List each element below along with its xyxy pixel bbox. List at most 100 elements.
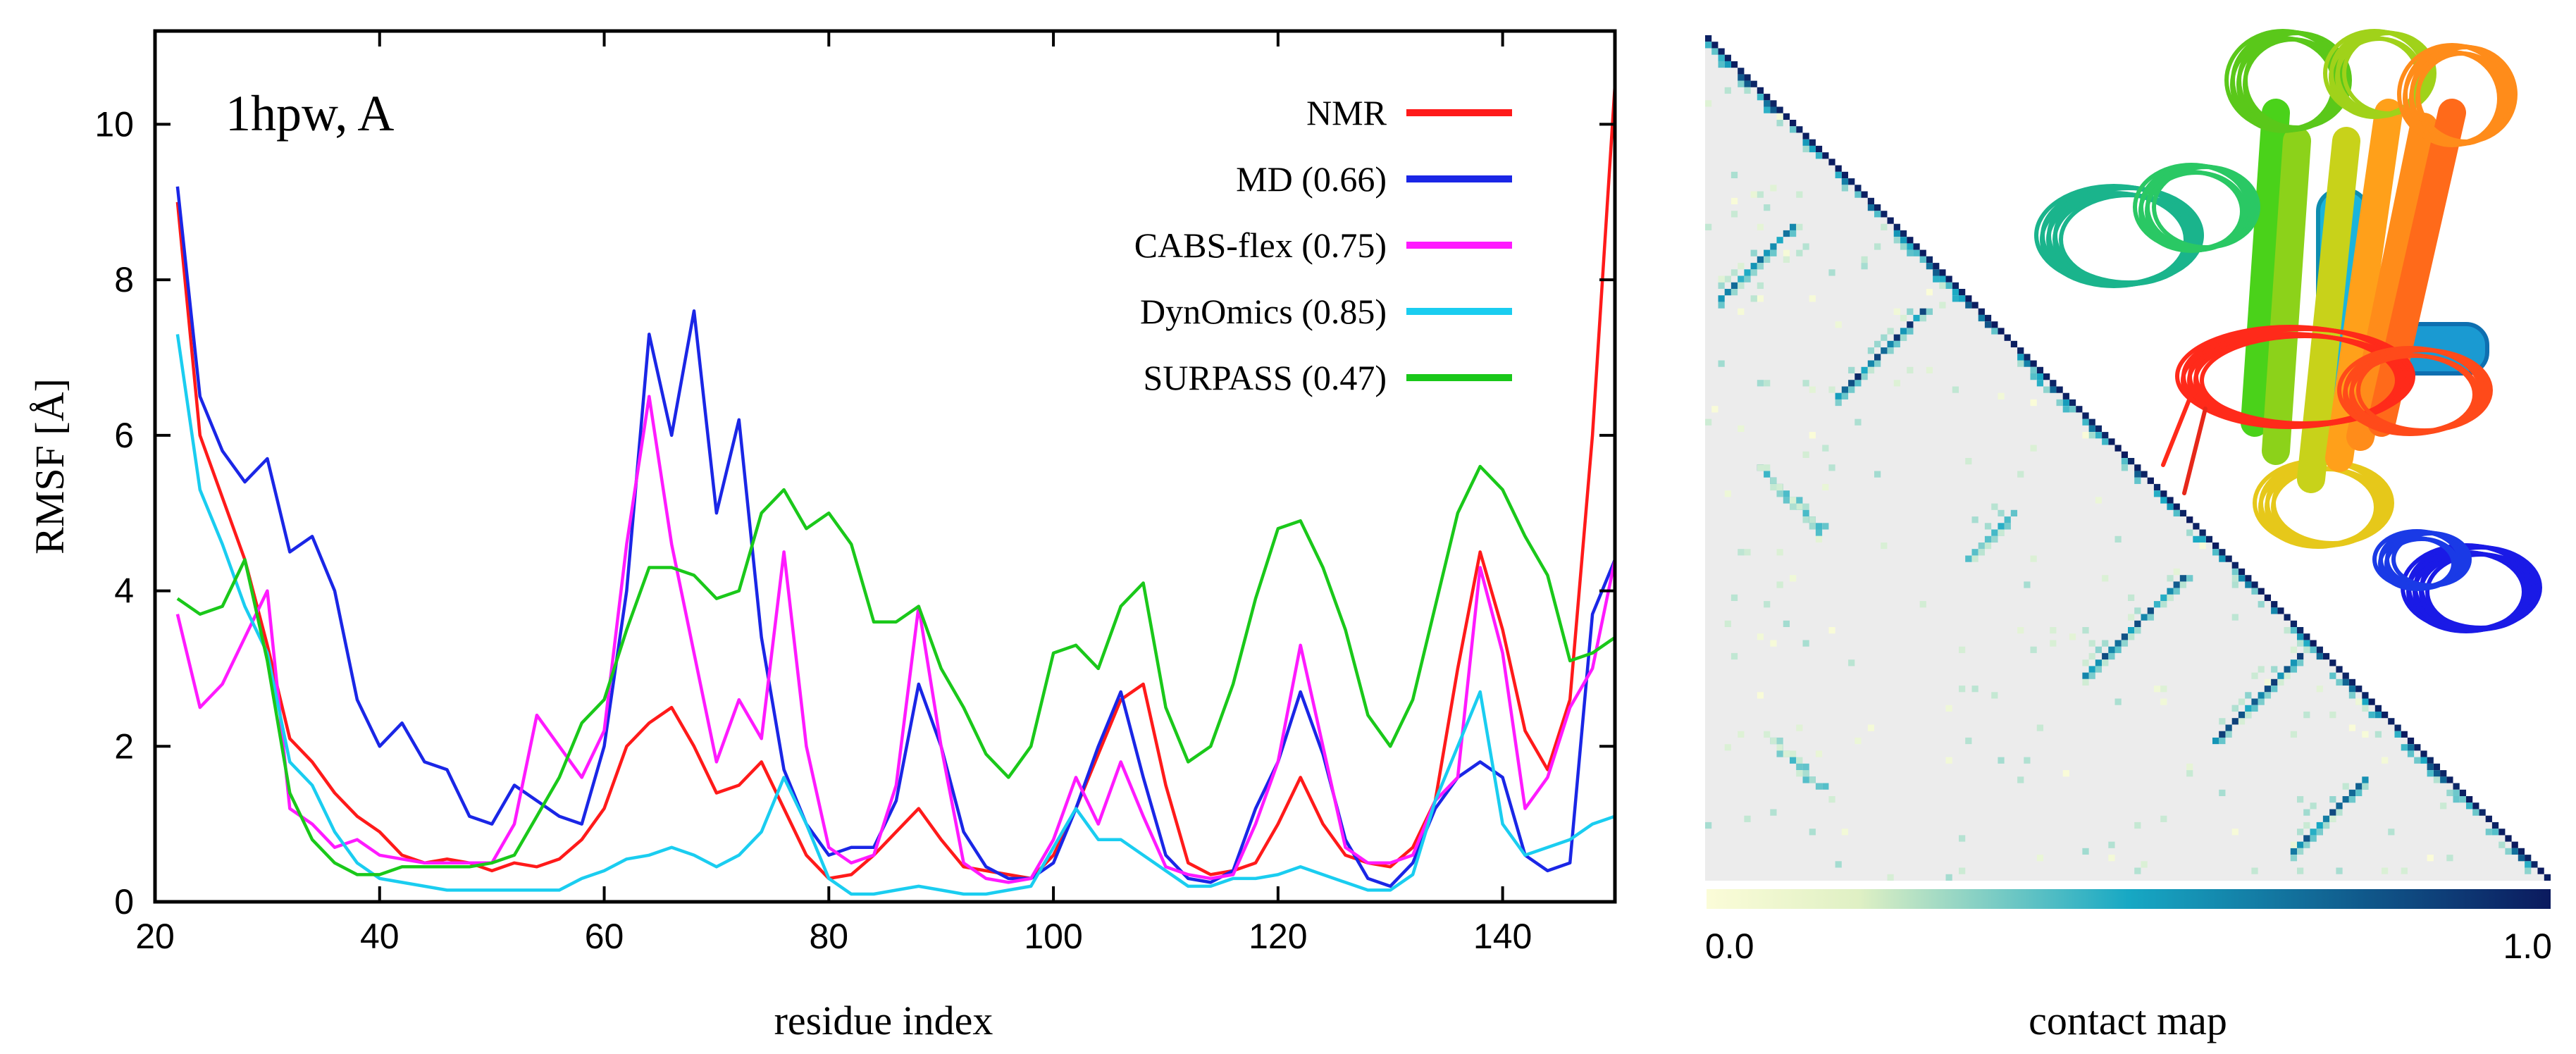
contact-cell (1907, 328, 1914, 335)
contact-cell (2076, 406, 2083, 413)
contact-cell (2374, 705, 2382, 712)
contact-cell (1711, 42, 1719, 49)
y-tick-label: 0 (114, 882, 134, 922)
contact-cell (2277, 678, 2284, 686)
contact-cell (2303, 822, 2310, 829)
contact-cell (2498, 841, 2506, 848)
contact-cell (1900, 237, 1907, 244)
contact-cell (1926, 256, 1933, 264)
contact-cell (1764, 256, 1771, 264)
contact-cell (2095, 666, 2103, 673)
contact-cell (2362, 705, 2369, 712)
contact-cell (1738, 74, 1745, 81)
contact-cell (1945, 705, 1952, 712)
contact-cell (2121, 451, 2129, 459)
contact-cell (2251, 705, 2258, 712)
contact-cell (2134, 471, 2141, 478)
contact-cell (1809, 776, 1816, 783)
contact-cell (2446, 855, 2453, 862)
contact-cell (2310, 802, 2317, 810)
contact-cell (1744, 815, 1751, 822)
backbone-loop (2384, 537, 2459, 590)
x-tick-label: 120 (1249, 917, 1307, 956)
contact-cell (2114, 640, 2122, 647)
contact-cell (1802, 243, 1809, 250)
contact-cell (2128, 633, 2135, 640)
contact-cell (2095, 659, 2103, 666)
contact-cell (1764, 601, 1771, 608)
beta-strand (2241, 99, 2290, 437)
contact-cell (2544, 874, 2551, 881)
contact-cell (1718, 48, 1725, 55)
contact-cell (2153, 686, 2161, 693)
contact-cell (2017, 471, 2024, 478)
contact-cell (1730, 282, 1738, 290)
contact-cell (1984, 321, 1992, 328)
contact-cell (1802, 132, 1809, 140)
contact-cell (1874, 204, 1881, 211)
contact-cell (1881, 223, 1888, 230)
series-line-surpass (176, 464, 1616, 876)
contact-cell (2258, 588, 2265, 595)
contact-cell (2362, 731, 2369, 738)
contact-cell (2017, 776, 2024, 783)
contact-cell (1867, 366, 1875, 374)
contact-cell (2114, 698, 2122, 705)
contact-cell (1809, 516, 1816, 523)
contact-cell (2401, 744, 2408, 751)
contact-cell (1815, 152, 1823, 159)
contact-cell (1744, 275, 1751, 283)
contact-cell (2446, 776, 2453, 783)
contact-cell (1809, 829, 1816, 836)
contact-cell (2134, 822, 2141, 829)
contact-cell (1952, 282, 1959, 290)
contact-cell (2102, 575, 2109, 582)
contact-cell (1926, 308, 1933, 315)
contact-cell (2231, 718, 2238, 725)
contact-cell (1776, 549, 1783, 556)
contact-cell (1984, 542, 1992, 550)
contact-cell (2485, 815, 2492, 822)
contact-cell (1952, 295, 1959, 302)
contact-cell (1757, 87, 1764, 94)
beta-strand (2346, 113, 2438, 451)
contact-cell (1881, 211, 1888, 218)
contact-cell (1770, 809, 1777, 816)
contact-cell (2121, 640, 2129, 647)
contact-cell (2102, 438, 2109, 445)
contact-cell (1770, 477, 1777, 484)
contact-cell (1802, 640, 1809, 647)
contact-cell (1796, 126, 1803, 133)
contact-cell (1893, 237, 1900, 244)
contact-cell (1828, 796, 1835, 803)
contact-cell (2290, 627, 2298, 634)
contact-cell (1959, 646, 1966, 653)
contact-cell (1809, 432, 1816, 439)
contact-cell (1939, 302, 1946, 309)
contact-cell (2173, 509, 2180, 517)
contact-cell (1913, 243, 1920, 250)
contact-cell (2466, 802, 2473, 810)
contact-cell (2186, 516, 2193, 523)
contact-cell (2284, 666, 2291, 673)
contact-cell (1822, 483, 1829, 491)
contact-cell (2082, 432, 2089, 439)
contact-cell (2382, 867, 2389, 874)
contact-cell (2258, 692, 2265, 699)
contact-cell (1790, 757, 1797, 764)
contact-cell (1750, 249, 1757, 256)
contact-cell (1893, 380, 1900, 387)
contact-cell (1757, 191, 1764, 198)
contact-cell (1971, 686, 1979, 693)
contact-cell (1848, 659, 1855, 666)
contact-cell (1790, 497, 1797, 504)
contact-cell (2258, 601, 2265, 608)
contact-cell (2348, 686, 2356, 693)
contact-cell (1939, 269, 1946, 276)
contact-cell (2284, 614, 2291, 621)
x-axis-label: residue index (774, 998, 993, 1043)
contact-cell (2167, 575, 2174, 582)
contact-cell (2017, 354, 2024, 361)
contact-cell (1848, 178, 1855, 185)
contact-cell (2082, 412, 2089, 419)
